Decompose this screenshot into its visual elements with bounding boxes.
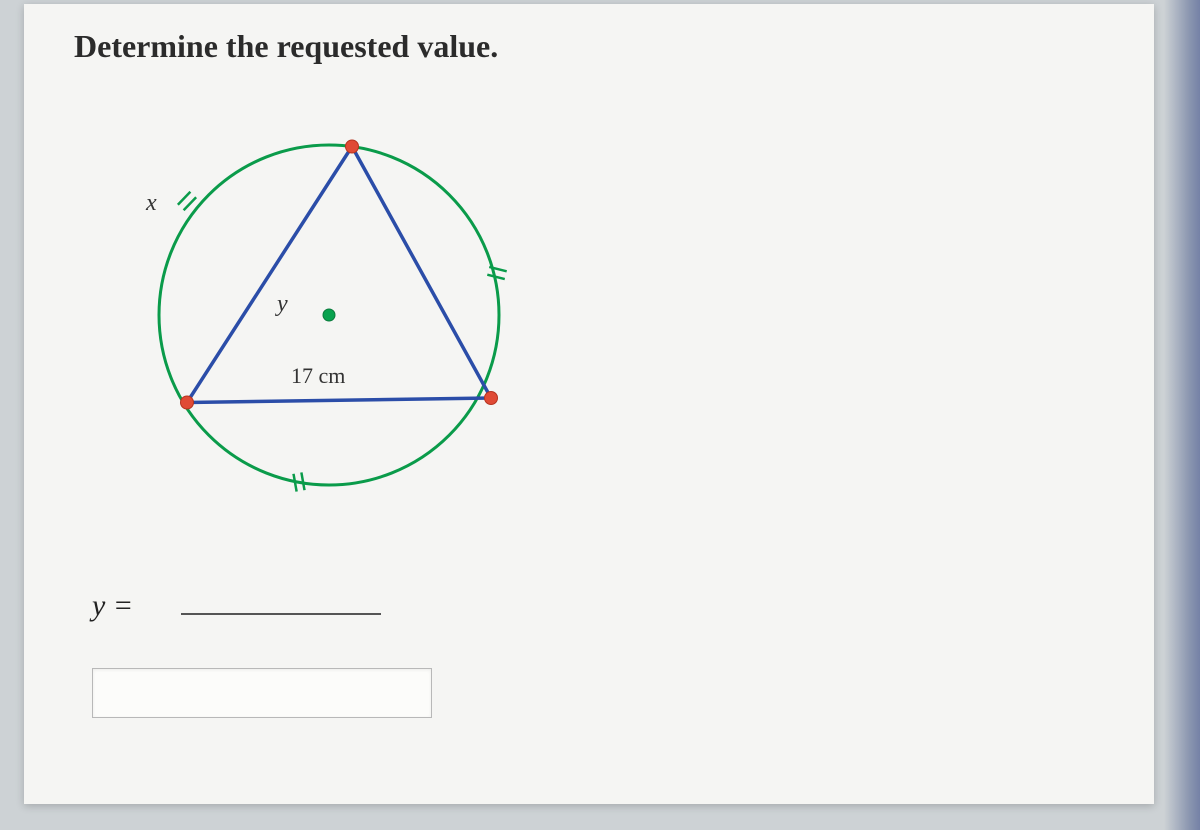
answer-input[interactable]	[92, 668, 432, 718]
svg-text:y: y	[275, 291, 288, 317]
svg-text:x: x	[145, 190, 157, 216]
diagram-figure: x y 17 cm	[84, 105, 544, 525]
svg-text:17 cm: 17 cm	[291, 363, 345, 388]
answer-label: y =	[92, 589, 133, 623]
answer-row: y =	[92, 585, 1104, 623]
screen-edge-glare	[1164, 0, 1200, 830]
answer-blank-line	[181, 585, 381, 615]
diagram-svg: x y 17 cm	[84, 105, 544, 525]
question-card: Determine the requested value. x y 17 cm y…	[24, 4, 1154, 804]
question-title: Determine the requested value.	[74, 28, 1104, 65]
